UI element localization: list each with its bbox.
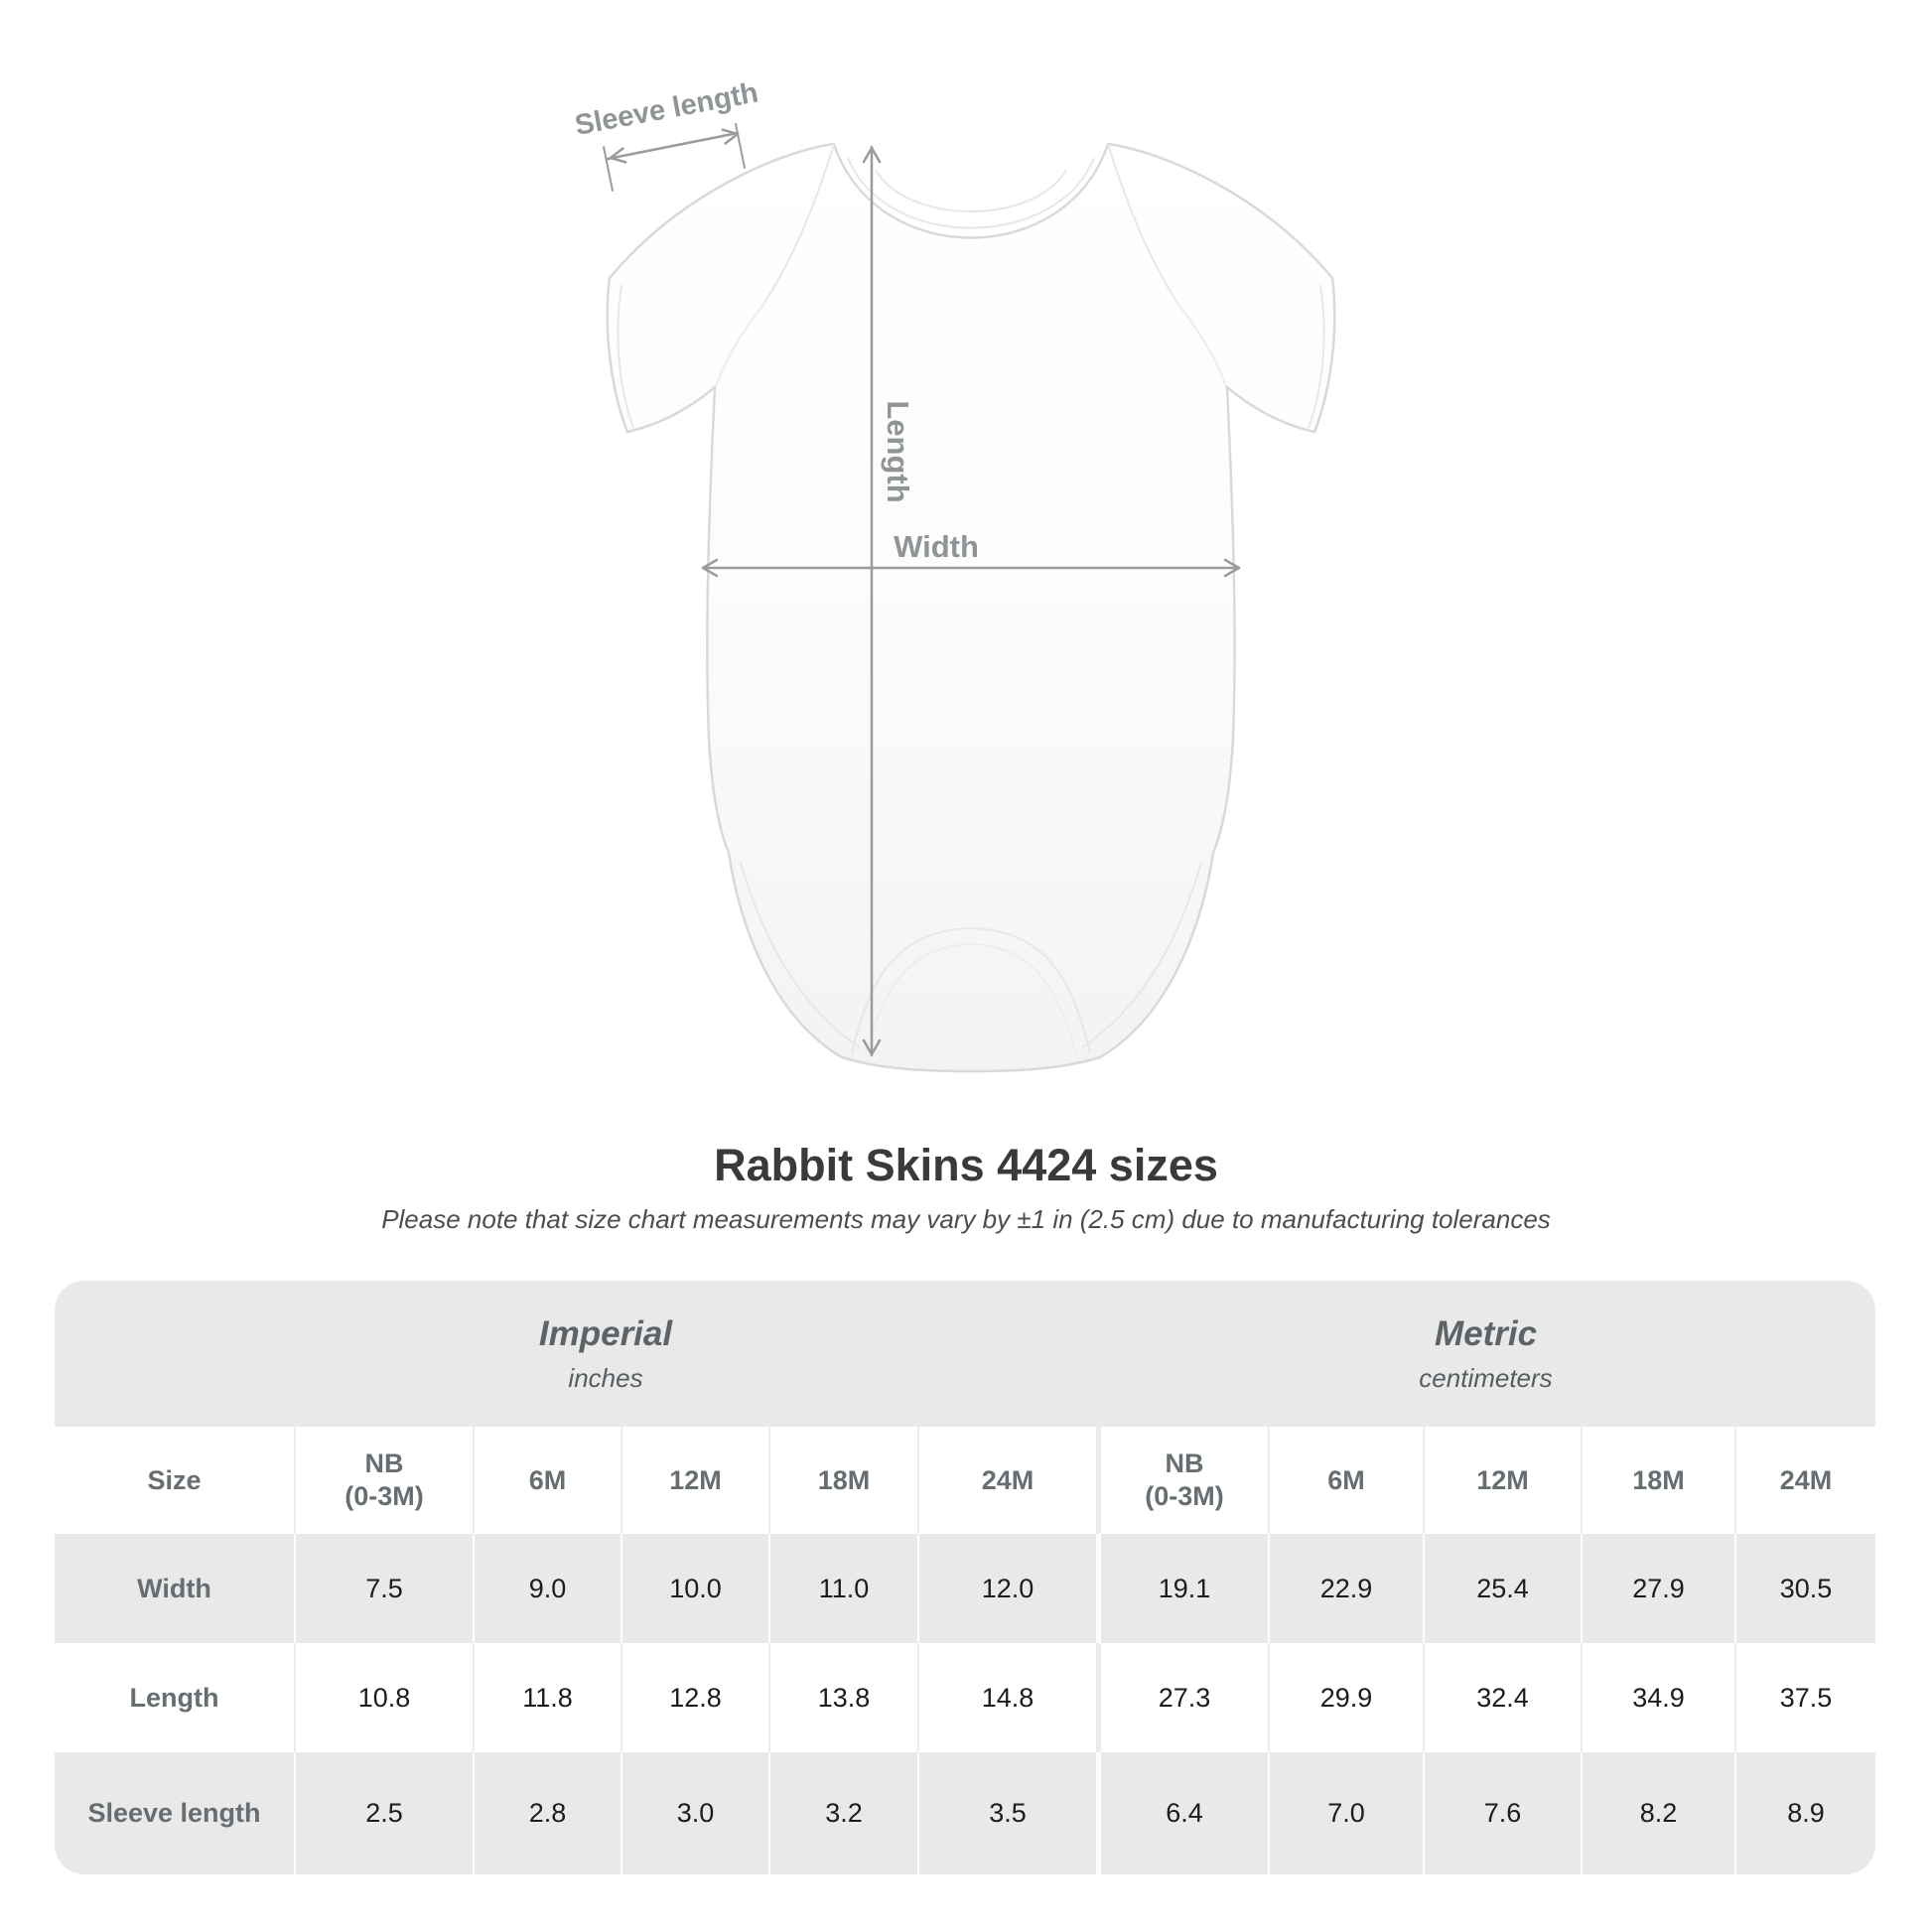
cell-value: 12.8 [621, 1643, 768, 1752]
cell-value: 2.8 [473, 1752, 621, 1874]
length-label: Length [881, 400, 915, 502]
cell-value: 7.5 [294, 1534, 473, 1643]
cell-value: 7.0 [1268, 1752, 1423, 1874]
size-table: Imperial inches Metric centimeters Size N… [55, 1281, 1875, 1874]
column-header: 6M [1268, 1427, 1423, 1534]
onesie-outline [606, 142, 1336, 1073]
cell-value: 10.8 [294, 1643, 473, 1752]
left-leg-binding [740, 862, 861, 1048]
column-header: NB (0-3M) [1096, 1427, 1268, 1534]
cell-value: 6.4 [1096, 1752, 1268, 1874]
onesie-illustration [606, 142, 1336, 1073]
cell-value: 34.9 [1581, 1643, 1734, 1752]
cell-value: 32.4 [1423, 1643, 1581, 1752]
cell-value: 14.8 [917, 1643, 1096, 1752]
length-arrow [862, 145, 882, 1057]
cell-value: 7.6 [1423, 1752, 1581, 1874]
left-shoulder-flap-seam [763, 143, 835, 304]
cell-value: 3.0 [621, 1752, 768, 1874]
left-armhole-seam [716, 302, 765, 385]
column-header: 6M [473, 1427, 621, 1534]
width-label: Width [894, 529, 979, 564]
cell-value: 12.0 [917, 1534, 1096, 1643]
right-armhole-seam [1176, 302, 1226, 385]
column-header: 24M [917, 1427, 1096, 1534]
tolerance-note: Please note that size chart measurements… [381, 1204, 1551, 1234]
cell-value: 9.0 [473, 1534, 621, 1643]
sleeve-length-row: Sleeve length 2.5 2.8 3.0 3.2 3.5 6.4 7.0 7.6 8.2… [55, 1752, 1875, 1874]
column-header: 24M [1734, 1427, 1875, 1534]
column-header: 12M [621, 1427, 768, 1534]
column-header: 18M [1581, 1427, 1734, 1534]
imperial-label: Imperial [538, 1313, 673, 1353]
metric-unit: centimeters [1419, 1362, 1553, 1393]
cell-value: 3.2 [768, 1752, 917, 1874]
cell-value: 27.3 [1096, 1643, 1268, 1752]
onesie-size-diagram: Length Width Sleeve length [573, 76, 1336, 1073]
imperial-unit: inches [568, 1362, 643, 1393]
row-label: Width [137, 1573, 211, 1603]
collar-seam-inner [875, 169, 1067, 212]
cell-value: 25.4 [1423, 1534, 1581, 1643]
crotch-flap-seam [851, 926, 1091, 1054]
sleeve-length-arrow [603, 123, 746, 192]
cell-value: 2.5 [294, 1752, 473, 1874]
right-shoulder-flap-seam [1107, 143, 1178, 304]
width-arrow [701, 558, 1241, 578]
width-row: Width 7.5 9.0 10.0 11.0 12.0 19.1 22.9 25.4 27.9 3… [55, 1534, 1875, 1643]
cell-value: 27.9 [1581, 1534, 1734, 1643]
cell-value: 13.8 [768, 1643, 917, 1752]
cell-value: 8.2 [1581, 1752, 1734, 1874]
collar-seam-outer [847, 157, 1095, 229]
group-spacer [55, 1281, 294, 1427]
length-row: Length 10.8 11.8 12.8 13.8 14.8 27.3 29.9 32.4 34… [55, 1643, 1875, 1752]
page-title: Rabbit Skins 4424 sizes [714, 1140, 1218, 1190]
crotch-flap-binding [865, 942, 1077, 1056]
right-leg-binding [1081, 862, 1202, 1048]
row-label: Length [129, 1682, 219, 1713]
cell-value: 11.0 [768, 1534, 917, 1643]
column-header: NB (0-3M) [294, 1427, 473, 1534]
cell-value: 3.5 [917, 1752, 1096, 1874]
size-header-row: Size NB (0-3M) 6M 12M 18M 24M NB (0-3M) 6M 12M 18… [55, 1427, 1875, 1534]
column-header: 12M [1423, 1427, 1581, 1534]
cell-value: 11.8 [473, 1643, 621, 1752]
cell-value: 30.5 [1734, 1534, 1875, 1643]
row-label: Sleeve length [87, 1798, 261, 1828]
metric-group-header: Metric centimeters [1096, 1281, 1875, 1427]
cell-value: 37.5 [1734, 1643, 1875, 1752]
metric-label: Metric [1434, 1313, 1538, 1353]
unit-group-row: Imperial inches Metric centimeters [55, 1281, 1875, 1427]
cell-value: 8.9 [1734, 1752, 1875, 1874]
cell-value: 29.9 [1268, 1643, 1423, 1752]
column-header: 18M [768, 1427, 917, 1534]
size-corner-header: Size [147, 1464, 202, 1495]
cell-value: 19.1 [1096, 1534, 1268, 1643]
left-sleeve-hem [617, 284, 634, 429]
cell-value: 22.9 [1268, 1534, 1423, 1643]
imperial-group-header: Imperial inches [294, 1281, 917, 1427]
cell-value: 10.0 [621, 1534, 768, 1643]
right-sleeve-hem [1308, 284, 1325, 429]
